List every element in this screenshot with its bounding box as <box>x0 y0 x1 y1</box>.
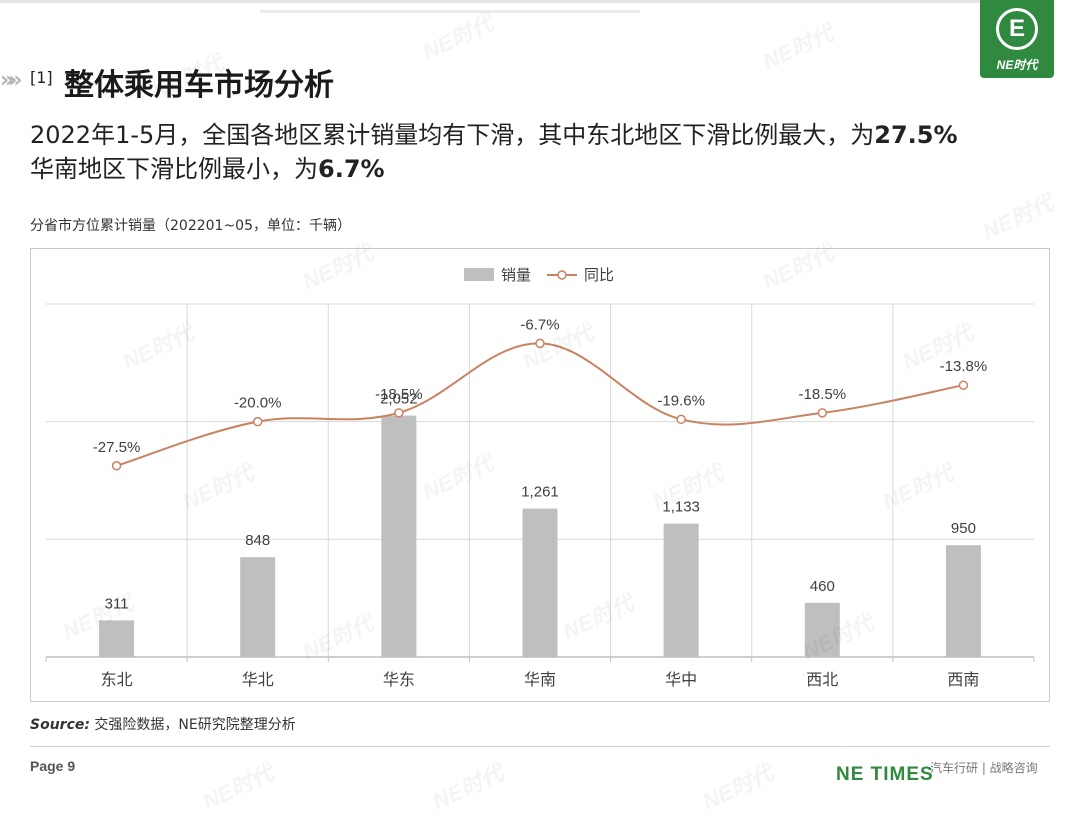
x-tick-label: 西南 <box>947 670 979 689</box>
yoy-point-华北 <box>252 416 263 427</box>
bar-东北 <box>99 620 135 657</box>
source-text: 交强险数据，NE研究院整理分析 <box>89 717 296 733</box>
bar-value-label: 950 <box>951 520 976 537</box>
yoy-point-华中 <box>676 414 686 425</box>
footer-tagline: 汽车行研 | 战略咨询 <box>930 761 1038 775</box>
logo-text: NE时代 <box>996 58 1038 72</box>
x-tick-label: 东北 <box>101 670 133 689</box>
yoy-point-西北 <box>817 408 828 418</box>
x-tick-label: 华中 <box>665 670 697 689</box>
watermark-logo: NE时代 <box>417 6 498 67</box>
x-tick-label: 华北 <box>242 670 274 689</box>
watermark-logo: NE时代 <box>697 756 778 816</box>
bar-西北 <box>804 602 840 657</box>
bar-value-label: 848 <box>245 532 270 549</box>
bar-华东 <box>381 415 417 657</box>
yoy-point-华南 <box>535 338 545 349</box>
yoy-point-华东 <box>394 408 404 418</box>
watermark-logo: NE时代 <box>427 756 508 816</box>
bar-华中 <box>663 523 699 657</box>
combo-chart: 311 东北 848 华北 2,052 华东 1,261 华南 1,133 华中 460 西北 950 西… <box>45 266 1035 689</box>
legend-bar-label: 销量 <box>501 266 531 284</box>
yoy-value-label: -20.0% <box>234 395 282 412</box>
bar-华南 <box>522 508 558 657</box>
watermark-logo: NE时代 <box>977 186 1058 247</box>
legend-line-marker <box>557 270 567 280</box>
yoy-value-label: -18.5% <box>799 386 847 403</box>
chevron-right-icon: »» <box>0 68 23 93</box>
bar-value-label: 460 <box>810 578 835 595</box>
page-number: Page 9 <box>30 758 76 774</box>
yoy-value-label: -19.6% <box>657 392 705 409</box>
yoy-value-label: -6.7% <box>520 316 559 333</box>
bar-value-label: 1,133 <box>662 499 700 516</box>
watermark-logo: NE时代 <box>757 16 838 77</box>
bar-西南 <box>945 545 981 657</box>
ne-times-logo: E NE时代 <box>980 0 1054 78</box>
yoy-value-label: -18.5% <box>375 386 423 403</box>
footer-brand: NE TIMES <box>836 764 934 785</box>
bar-华北 <box>240 557 276 657</box>
legend-bar-swatch <box>464 268 494 281</box>
chart-frame: 311 东北 848 华北 2,052 华东 1,261 华南 1,133 华中 460 西北 950 西… <box>30 248 1050 702</box>
yoy-value-label: -13.8% <box>940 358 988 375</box>
bar-value-label: 1,261 <box>521 484 559 501</box>
bar-value-label: 2,052 <box>380 391 418 408</box>
top-decor-bar-short <box>260 10 640 13</box>
watermark-logo: NE时代 <box>197 756 278 816</box>
page-title: 整体乘用车市场分析 <box>64 68 334 103</box>
headline-line2-value: 6.7% <box>318 155 385 183</box>
headline-line1-prefix: 2022年1-5月，全国各地区累计销量均有下滑，其中东北地区下滑比例最大，为 <box>30 121 875 149</box>
yoy-point-东北 <box>111 461 122 471</box>
x-tick-label: 西北 <box>806 670 838 689</box>
top-decor-bar <box>0 0 1000 3</box>
yoy-point-西南 <box>958 380 969 390</box>
section-number: [1] <box>30 68 53 87</box>
bar-value-label: 311 <box>105 595 129 612</box>
yoy-value-label: -27.5% <box>93 439 141 456</box>
footer-divider <box>30 746 1050 747</box>
x-tick-label: 华南 <box>524 670 556 689</box>
headline-line1-value: 27.5% <box>874 121 958 149</box>
x-tick-label: 华东 <box>383 670 415 689</box>
source-note: Source: 交强险数据，NE研究院整理分析 <box>30 714 296 734</box>
headline-line2-prefix: 华南地区下滑比例最小，为 <box>30 155 318 183</box>
logo-mark-icon: E <box>996 8 1038 50</box>
headline: 2022年1-5月，全国各地区累计销量均有下滑，其中东北地区下滑比例最大，为27… <box>30 118 1060 186</box>
chart-caption: 分省市方位累计销量（202201~05，单位：千辆） <box>30 218 351 234</box>
source-label: Source: <box>30 717 90 733</box>
legend-line-label: 同比 <box>584 266 614 284</box>
